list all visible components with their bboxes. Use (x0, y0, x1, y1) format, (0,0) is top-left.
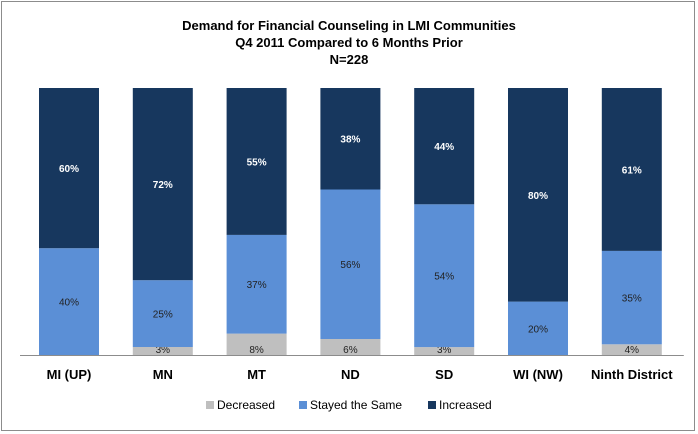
x-tick-label: Ninth District (591, 367, 673, 382)
data-label: 4% (625, 345, 640, 356)
legend: Decreased Stayed the Same Increased (206, 398, 492, 412)
data-label: 35% (622, 294, 642, 305)
data-label: 56% (340, 260, 360, 271)
legend-item: Increased (428, 398, 492, 412)
bar-segment-stayed-the-same (39, 248, 99, 355)
data-label: 38% (340, 135, 360, 146)
bar-segment-stayed-the-same (320, 189, 381, 339)
bar-segment-increased (132, 88, 193, 281)
data-label: 55% (247, 157, 267, 168)
bar-segment-decreased (132, 347, 193, 355)
bar-segment-decreased (226, 333, 287, 355)
bar-segment-increased (320, 88, 381, 190)
bar-segment-increased (39, 88, 99, 249)
legend-swatch (299, 401, 307, 409)
legend-swatch (428, 401, 436, 409)
x-tick-label: ND (341, 367, 360, 382)
data-label: 25% (153, 310, 173, 321)
chart-title: Demand for Financial Counseling in LMI C… (182, 18, 516, 67)
plot-area: 40% 60% MI (UP) 3% 25% 72% MN 8% 37% 55% MT 6% 56% 38… (39, 88, 673, 382)
legend-item: Stayed the Same (299, 398, 402, 412)
data-label: 61% (622, 165, 642, 176)
bar-segment-increased (414, 88, 475, 205)
data-label: 72% (153, 180, 173, 191)
bar-segment-stayed-the-same (226, 234, 287, 334)
legend-label: Decreased (217, 398, 275, 412)
data-label: 44% (434, 142, 454, 153)
data-label: 80% (528, 191, 548, 202)
data-label: 6% (343, 345, 358, 356)
bar-segment-stayed-the-same (414, 204, 475, 348)
bar-segment-stayed-the-same (132, 280, 193, 347)
chart-title-line-3: N=228 (330, 52, 369, 67)
x-tick-label: MI (UP) (47, 367, 92, 382)
data-label: 37% (247, 280, 267, 291)
bar-segment-decreased (414, 347, 475, 355)
bar-segment-stayed-the-same (508, 301, 568, 355)
data-label: 20% (528, 324, 548, 335)
x-tick-label: MT (247, 367, 266, 382)
data-label: 8% (249, 345, 264, 356)
legend-swatch (206, 401, 214, 409)
data-label: 3% (437, 345, 452, 356)
bar-segment-increased (508, 88, 568, 302)
x-tick-label: WI (NW) (513, 367, 563, 382)
x-tick-label: MN (153, 367, 173, 382)
data-label: 40% (59, 298, 79, 309)
bar-segment-decreased (320, 339, 381, 355)
legend-label: Increased (439, 398, 492, 412)
x-tick-label: SD (435, 367, 453, 382)
chart-title-line-1: Demand for Financial Counseling in LMI C… (182, 18, 516, 33)
bar-segment-increased (601, 88, 662, 251)
data-label: 3% (156, 345, 171, 356)
bar-segment-decreased (601, 344, 662, 355)
bar-segment-stayed-the-same (601, 250, 662, 345)
legend-label: Stayed the Same (310, 398, 402, 412)
legend-item: Decreased (206, 398, 275, 412)
chart-title-line-2: Q4 2011 Compared to 6 Months Prior (235, 35, 463, 50)
data-label: 60% (59, 164, 79, 175)
data-label: 54% (434, 272, 454, 283)
bar-segment-increased (226, 88, 287, 235)
